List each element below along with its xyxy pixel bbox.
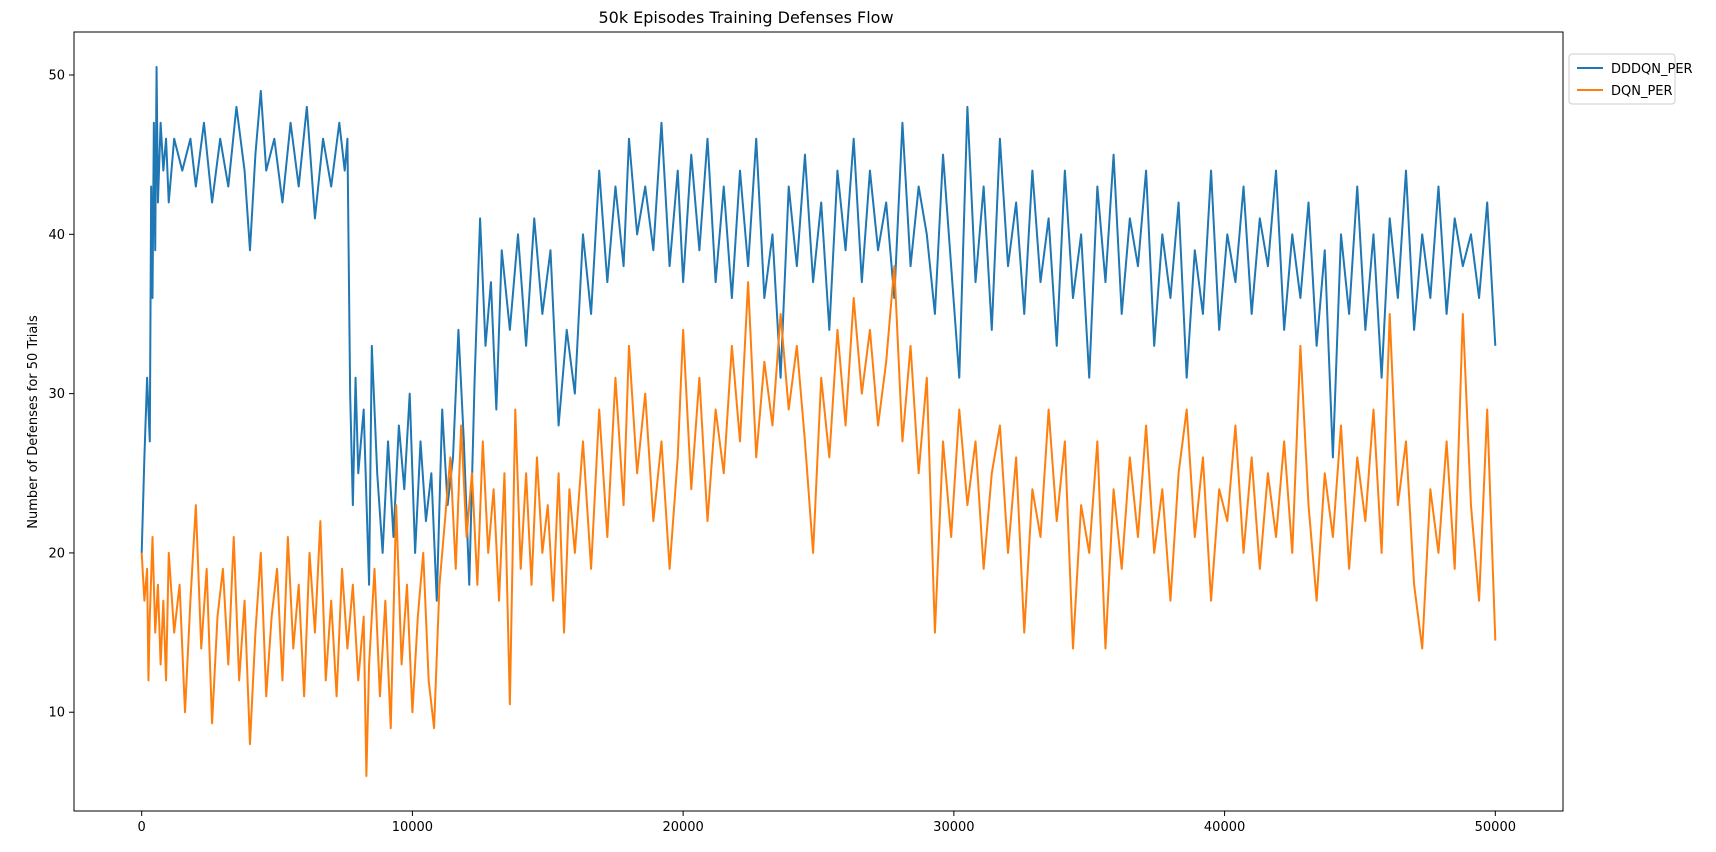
x-tick-label: 50000 [1475, 820, 1516, 835]
chart-title: 50k Episodes Training Defenses Flow [598, 8, 893, 27]
x-axis-ticks: 0 10000 20000 30000 40000 50000 [138, 811, 1516, 835]
y-axis-ticks: 10 20 30 40 50 [48, 69, 74, 721]
x-tick-label: 40000 [1204, 820, 1245, 835]
y-tick-label: 40 [48, 228, 65, 243]
legend-label-dqn-per: DQN_PER [1611, 84, 1673, 99]
legend-label-dddqn-per: DDDQN_PER [1611, 62, 1693, 77]
legend: DDDQN_PER DQN_PER [1568, 53, 1693, 105]
y-tick-label: 10 [48, 706, 65, 721]
x-tick-label: 20000 [662, 820, 703, 835]
y-axis-label: Number of Defenses for 50 Trials [26, 315, 41, 529]
y-tick-label: 20 [48, 546, 65, 561]
x-tick-label: 30000 [933, 820, 974, 835]
series-line-dddqn-per [140, 66, 1497, 602]
y-tick-label: 50 [48, 69, 65, 84]
series-layer [140, 66, 1497, 777]
series-line-dqn-per [140, 265, 1497, 777]
x-tick-label: 0 [138, 820, 146, 835]
y-tick-label: 30 [48, 387, 65, 402]
legend-box [1568, 53, 1676, 105]
axes-frame [73, 31, 1564, 812]
plot-area [73, 31, 1564, 812]
x-tick-label: 10000 [392, 820, 433, 835]
